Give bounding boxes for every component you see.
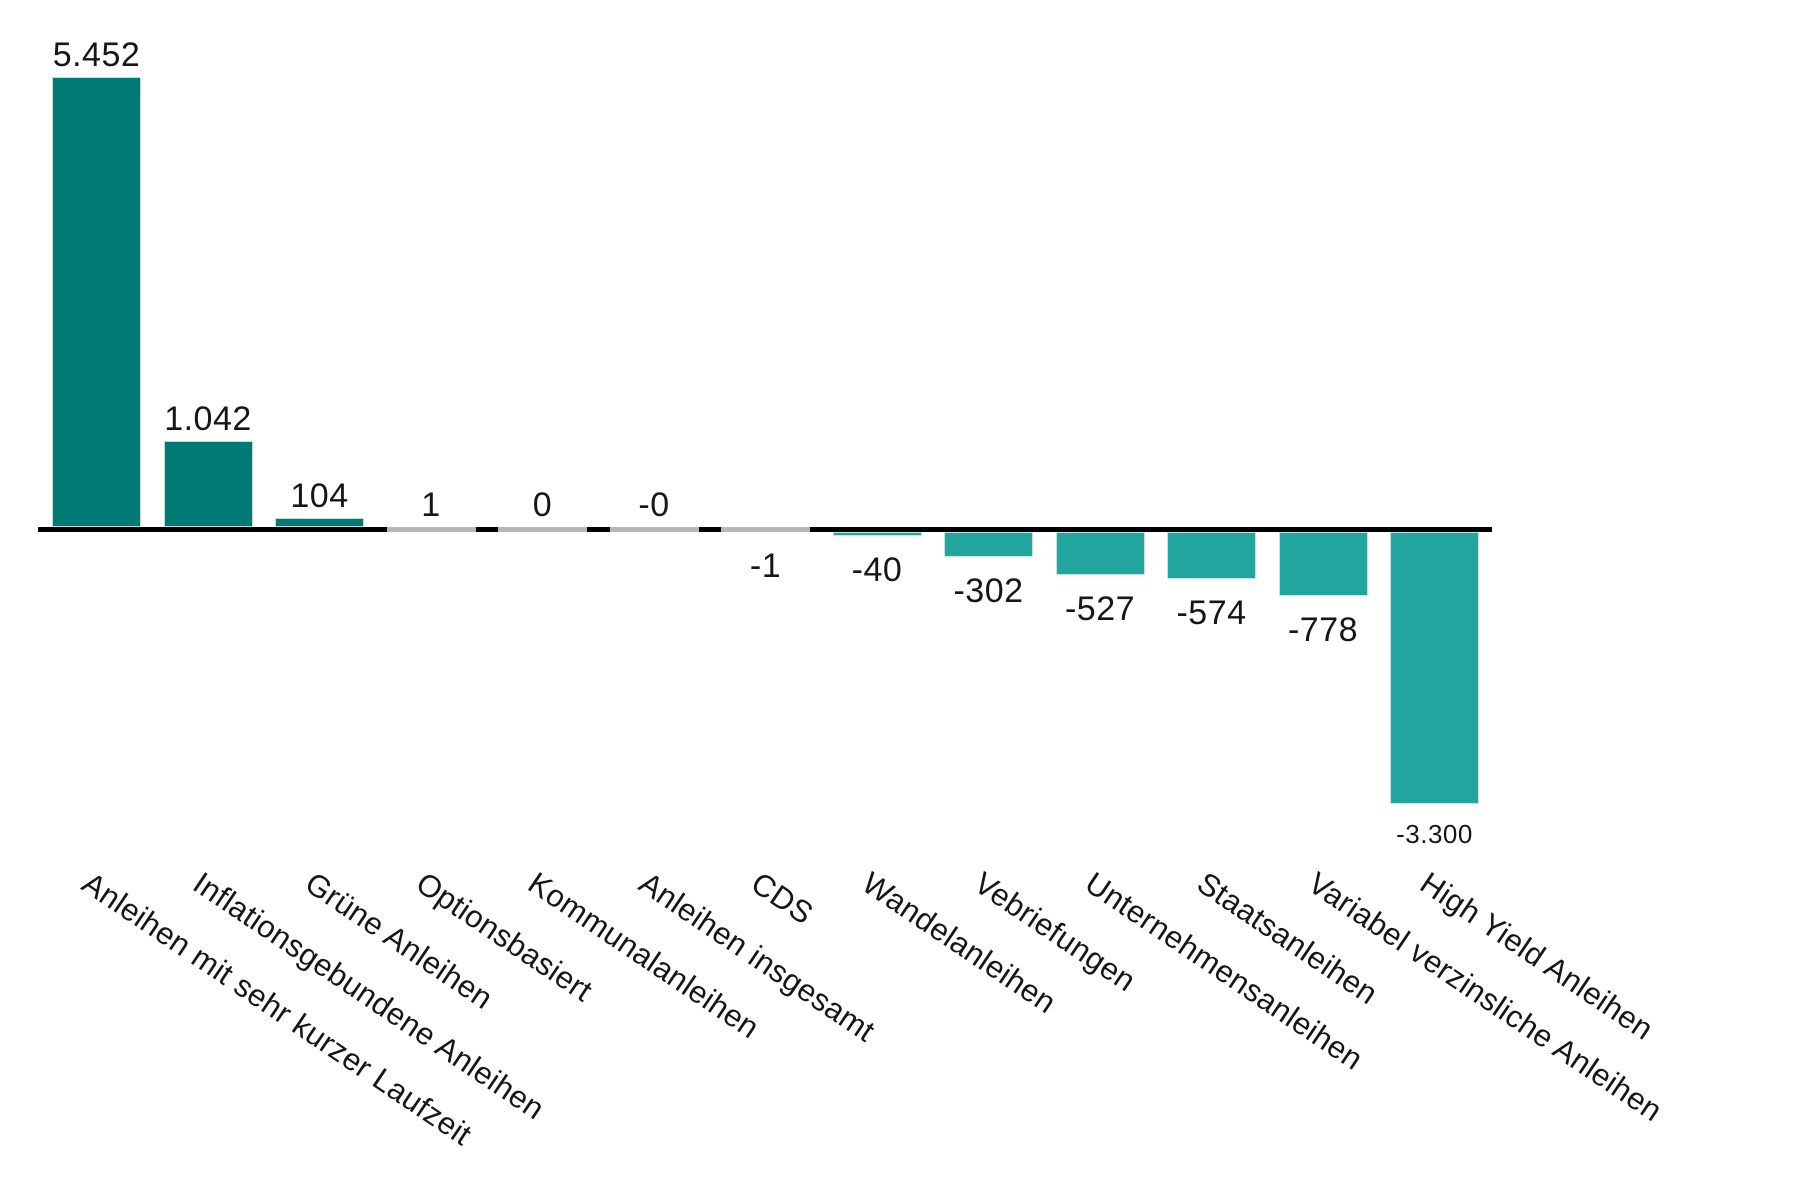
bar	[498, 527, 587, 532]
bar	[1390, 532, 1479, 805]
bar-value-label: -1	[749, 547, 782, 585]
bar	[163, 440, 253, 527]
bar	[944, 532, 1033, 557]
bar-value-label: -778	[1287, 611, 1359, 650]
bar	[721, 527, 810, 532]
bar	[1055, 532, 1145, 576]
bar	[386, 527, 476, 532]
bar-value-label: -574	[1176, 594, 1247, 633]
bar-category-label: CDS	[744, 865, 820, 932]
bar-value-label: 1	[421, 486, 441, 524]
bar	[832, 532, 922, 536]
bar	[275, 518, 364, 527]
bar-value-label: 0	[532, 486, 553, 524]
bar-value-label: -3.300	[1396, 819, 1473, 850]
bar-value-label: -40	[851, 550, 903, 589]
bar-value-label: 104	[290, 477, 349, 516]
bar-value-label: -0	[638, 486, 670, 524]
bar	[1278, 532, 1368, 597]
bar-category-label: Wandelanleihen	[855, 865, 1063, 1021]
bar	[52, 77, 141, 527]
bar-value-label: 1.042	[164, 399, 252, 438]
bar-value-label: -302	[953, 571, 1024, 610]
bar	[609, 527, 699, 532]
bar	[1167, 532, 1256, 580]
bar-value-label: -527	[1064, 590, 1136, 629]
bar-value-label: 5.452	[52, 36, 141, 74]
